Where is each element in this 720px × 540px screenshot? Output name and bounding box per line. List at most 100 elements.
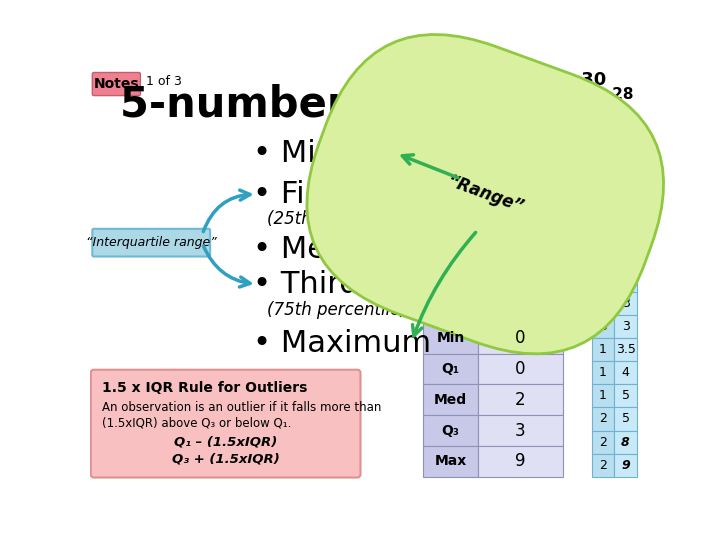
Text: 0: 0 xyxy=(599,297,607,310)
Text: Q₃: Q₃ xyxy=(441,423,459,437)
FancyBboxPatch shape xyxy=(91,370,361,477)
FancyBboxPatch shape xyxy=(593,200,614,222)
Text: 3: 3 xyxy=(621,320,629,333)
Text: P.2: P.2 xyxy=(593,112,613,125)
Text: • Median: • Median xyxy=(253,235,392,264)
Text: 2: 2 xyxy=(621,181,629,194)
FancyBboxPatch shape xyxy=(477,323,563,354)
FancyBboxPatch shape xyxy=(593,130,614,153)
Text: 2: 2 xyxy=(515,391,526,409)
Text: 4: 4 xyxy=(621,366,629,379)
Text: 1: 1 xyxy=(599,389,607,402)
Text: Q₁ – (1.5xIQR): Q₁ – (1.5xIQR) xyxy=(174,436,277,449)
FancyBboxPatch shape xyxy=(614,177,637,200)
Text: 3: 3 xyxy=(621,251,629,264)
Text: “Range”: “Range” xyxy=(444,172,526,217)
FancyBboxPatch shape xyxy=(593,454,614,477)
Text: 2: 2 xyxy=(599,436,607,449)
Text: 1.5 x IQR Rule for Outliers: 1.5 x IQR Rule for Outliers xyxy=(102,381,307,395)
Text: Min: Min xyxy=(436,331,464,345)
FancyBboxPatch shape xyxy=(614,361,637,384)
FancyBboxPatch shape xyxy=(92,229,210,256)
FancyBboxPatch shape xyxy=(614,292,637,315)
FancyBboxPatch shape xyxy=(423,323,477,354)
Text: 9: 9 xyxy=(621,458,630,472)
FancyBboxPatch shape xyxy=(614,200,637,222)
Text: 0: 0 xyxy=(599,158,607,171)
Text: 0: 0 xyxy=(599,181,607,194)
Text: (25th percentile): (25th percentile) xyxy=(266,210,407,228)
Text: 5-number summary: 5-number summary xyxy=(120,84,579,126)
Text: 3: 3 xyxy=(621,297,629,310)
FancyBboxPatch shape xyxy=(593,222,614,246)
Text: 5: 5 xyxy=(621,389,629,402)
Text: 3.5: 3.5 xyxy=(616,343,636,356)
Text: n = 30: n = 30 xyxy=(541,71,606,89)
FancyBboxPatch shape xyxy=(614,153,637,177)
FancyBboxPatch shape xyxy=(593,338,614,361)
Text: 2: 2 xyxy=(621,136,629,148)
Text: • Maximum: • Maximum xyxy=(253,329,431,358)
FancyBboxPatch shape xyxy=(614,130,637,153)
Text: 0: 0 xyxy=(599,205,607,218)
FancyBboxPatch shape xyxy=(593,315,614,338)
FancyBboxPatch shape xyxy=(593,153,614,177)
Text: 2: 2 xyxy=(599,458,607,472)
FancyBboxPatch shape xyxy=(614,408,637,430)
FancyBboxPatch shape xyxy=(593,246,614,269)
Text: 8: 8 xyxy=(621,436,630,449)
FancyBboxPatch shape xyxy=(614,269,637,292)
Text: 9: 9 xyxy=(515,453,526,470)
FancyBboxPatch shape xyxy=(593,361,614,384)
FancyBboxPatch shape xyxy=(593,177,614,200)
FancyBboxPatch shape xyxy=(614,338,637,361)
Text: Q₃ + (1.5xIQR): Q₃ + (1.5xIQR) xyxy=(172,453,279,465)
Text: 0: 0 xyxy=(599,320,607,333)
Text: 0: 0 xyxy=(599,251,607,264)
Text: 0: 0 xyxy=(515,329,526,347)
FancyBboxPatch shape xyxy=(593,292,614,315)
FancyBboxPatch shape xyxy=(593,107,614,130)
Text: 3: 3 xyxy=(621,274,629,287)
Text: 1: 1 xyxy=(599,366,607,379)
Text: 1 of 3: 1 of 3 xyxy=(145,75,181,88)
FancyBboxPatch shape xyxy=(423,446,477,477)
FancyBboxPatch shape xyxy=(92,72,140,96)
FancyBboxPatch shape xyxy=(477,415,563,446)
FancyBboxPatch shape xyxy=(477,384,563,415)
FancyBboxPatch shape xyxy=(423,354,477,384)
Text: 2: 2 xyxy=(621,158,629,171)
FancyBboxPatch shape xyxy=(614,315,637,338)
Text: An observation is an outlier if it falls more than: An observation is an outlier if it falls… xyxy=(102,401,381,414)
Text: (75th percentile): (75th percentile) xyxy=(266,301,407,319)
Text: 0: 0 xyxy=(599,274,607,287)
Text: Max: Max xyxy=(434,454,467,468)
Text: Notes: Notes xyxy=(94,77,139,91)
Text: n = 28: n = 28 xyxy=(578,86,634,102)
Text: Med: Med xyxy=(434,393,467,407)
FancyBboxPatch shape xyxy=(614,246,637,269)
Text: 3: 3 xyxy=(515,422,526,440)
Text: 2: 2 xyxy=(599,413,607,426)
Text: 0: 0 xyxy=(599,228,607,241)
FancyBboxPatch shape xyxy=(614,430,637,454)
Text: • First quartile: • First quartile xyxy=(253,180,472,208)
FancyBboxPatch shape xyxy=(593,408,614,430)
Text: • Minimum: • Minimum xyxy=(253,139,422,168)
FancyBboxPatch shape xyxy=(593,430,614,454)
Text: 5: 5 xyxy=(621,413,629,426)
FancyBboxPatch shape xyxy=(614,454,637,477)
FancyBboxPatch shape xyxy=(614,384,637,408)
FancyBboxPatch shape xyxy=(477,446,563,477)
Text: 2: 2 xyxy=(621,205,629,218)
Text: “Interquartile range”: “Interquartile range” xyxy=(86,236,217,249)
FancyBboxPatch shape xyxy=(593,384,614,408)
Text: Q₁: Q₁ xyxy=(441,362,459,376)
Text: 1: 1 xyxy=(599,343,607,356)
Text: 0: 0 xyxy=(515,360,526,378)
Text: (1.5xIQR) above Q₃ or below Q₁.: (1.5xIQR) above Q₃ or below Q₁. xyxy=(102,416,291,429)
FancyBboxPatch shape xyxy=(423,384,477,415)
Text: 3: 3 xyxy=(621,228,629,241)
Text: 0: 0 xyxy=(599,136,607,148)
FancyBboxPatch shape xyxy=(423,415,477,446)
